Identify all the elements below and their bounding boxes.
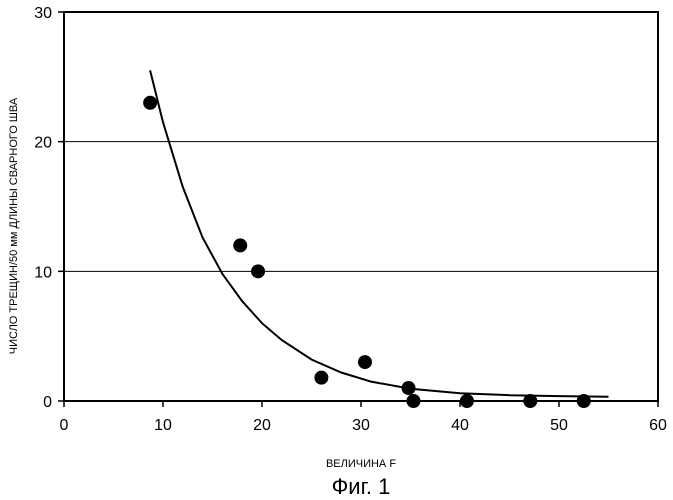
y-tick-label-0: 0: [43, 394, 52, 411]
data-point-9: [523, 394, 537, 408]
x-tick-label-30: 30: [352, 417, 370, 434]
data-point-10: [577, 394, 591, 408]
plot-frame: [64, 12, 658, 401]
data-point-7: [406, 394, 420, 408]
y-tick-label-20: 20: [34, 135, 52, 152]
y-tick-label-30: 30: [34, 5, 52, 22]
x-tick-label-40: 40: [451, 417, 469, 434]
data-point-4: [314, 371, 328, 385]
fit-curve: [150, 70, 608, 396]
tick-labels: 0 10 20 30 40 50 60 0 10 20 30: [34, 5, 667, 434]
data-point-8: [460, 394, 474, 408]
x-axis-label: ВЕЛИЧИНА F: [326, 458, 396, 470]
y-tick-label-10: 10: [34, 264, 52, 281]
x-tick-label-20: 20: [253, 417, 271, 434]
x-tick-label-0: 0: [60, 417, 69, 434]
x-tick-label-50: 50: [550, 417, 568, 434]
data-point-2: [233, 238, 247, 252]
data-point-5: [358, 355, 372, 369]
figure-caption: Фиг. 1: [332, 474, 391, 499]
data-point-1: [143, 96, 157, 110]
axes: [58, 12, 658, 407]
data-point-3: [251, 264, 265, 278]
fit-curve-layer: [150, 70, 608, 396]
data-point-6: [402, 381, 416, 395]
gridlines: [64, 142, 658, 272]
y-axis-label: ЧИСЛО ТРЕЩИН/50 мм ДЛИНЫ СВАРНОГО ШВА: [8, 97, 20, 354]
x-tick-label-10: 10: [154, 417, 172, 434]
x-tick-label-60: 60: [649, 417, 667, 434]
